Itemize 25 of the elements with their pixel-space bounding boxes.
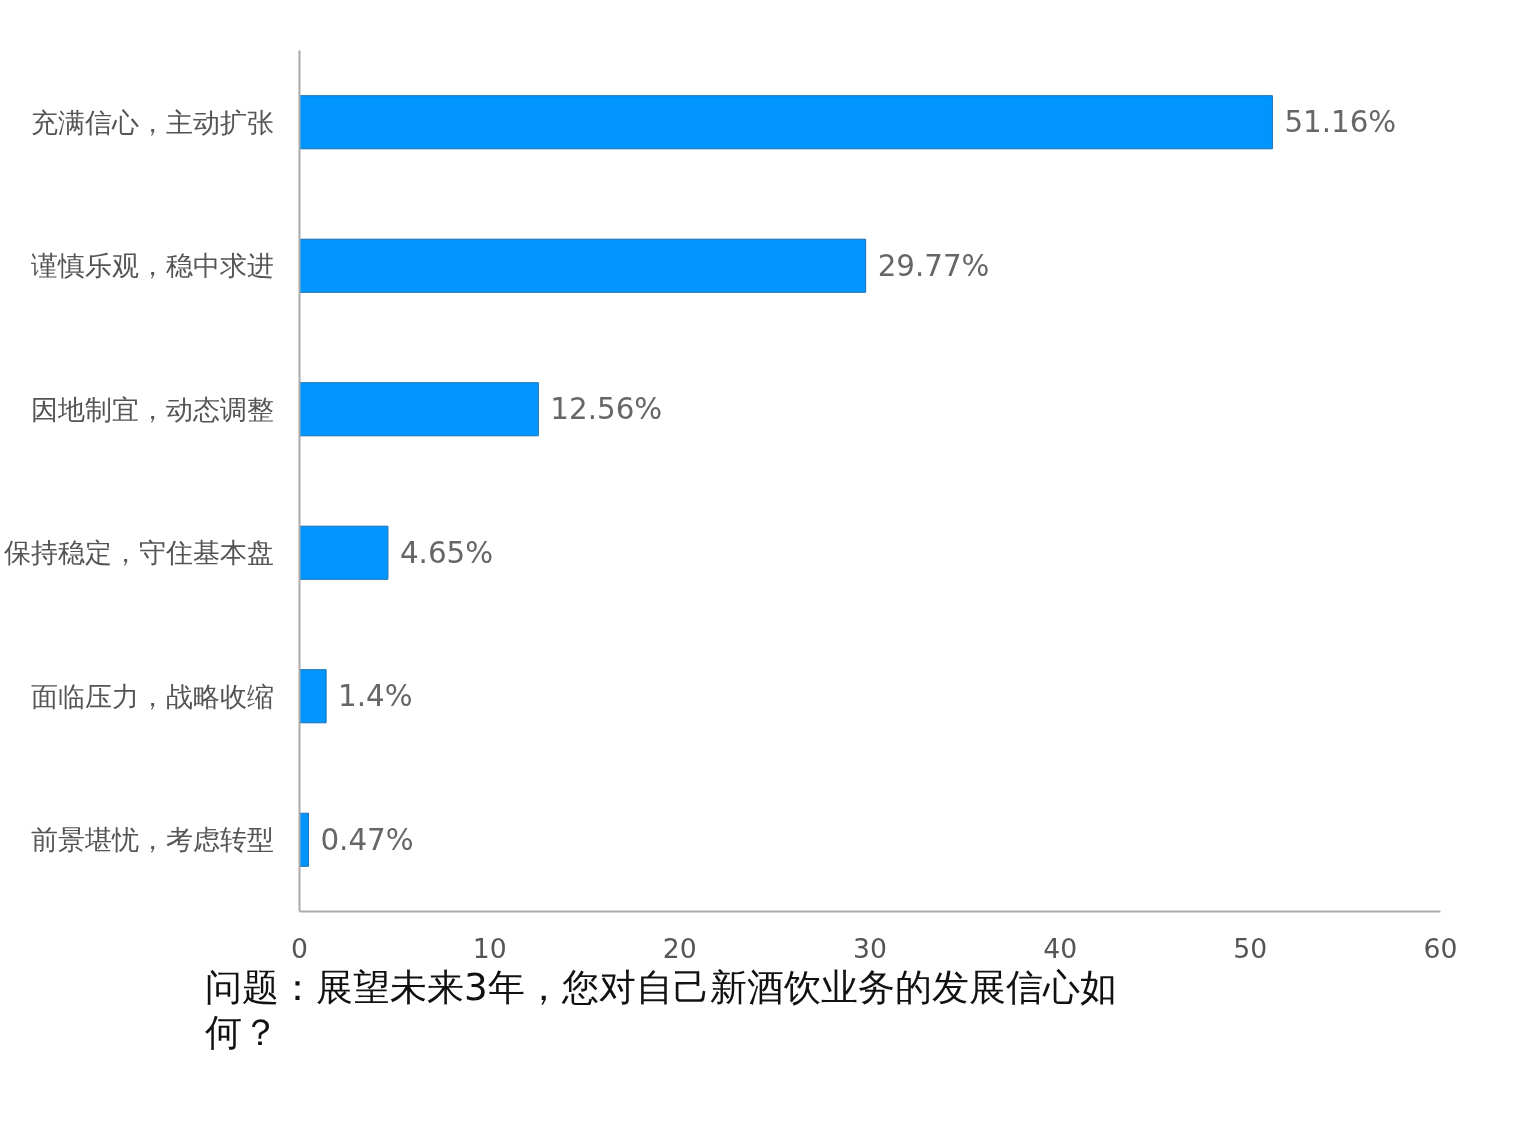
x-tick-label: 60 [1423,932,1458,964]
x-tick-label: 0 [291,932,308,964]
x-tick-label: 30 [853,932,887,964]
y-tick-label: 保持稳定，守住基本盘 [3,537,274,569]
data-label: 12.56% [550,392,663,427]
x-tick-label: 10 [472,932,507,964]
data-label: 4.65% [399,535,494,570]
y-tick-label: 面临压力，战略收缩 [30,680,274,712]
bar [299,669,327,724]
y-tick-label: 谨慎乐观，稳中求进 [30,250,274,282]
data-label: 51.16% [1284,105,1397,140]
bar [299,95,1273,150]
y-tick-label: 前景堪忧，考虑转型 [30,824,274,856]
x-tick-label: 40 [1043,932,1078,964]
bar [299,525,389,580]
data-label: 1.4% [338,679,413,714]
bar [299,238,867,293]
y-tick-label: 充满信心，主动扩张 [30,106,274,138]
text: 问题：展望未来3年，您对自己新酒饮业务的发展信心如何？ [205,965,1118,1055]
y-tick-label: 因地制宜，动态调整 [30,393,274,425]
data-label: 29.77% [877,248,990,283]
data-label: 0.47% [320,822,414,857]
x-tick-label: 50 [1233,932,1268,964]
bar [299,382,539,437]
x-tick-label: 20 [662,932,697,964]
